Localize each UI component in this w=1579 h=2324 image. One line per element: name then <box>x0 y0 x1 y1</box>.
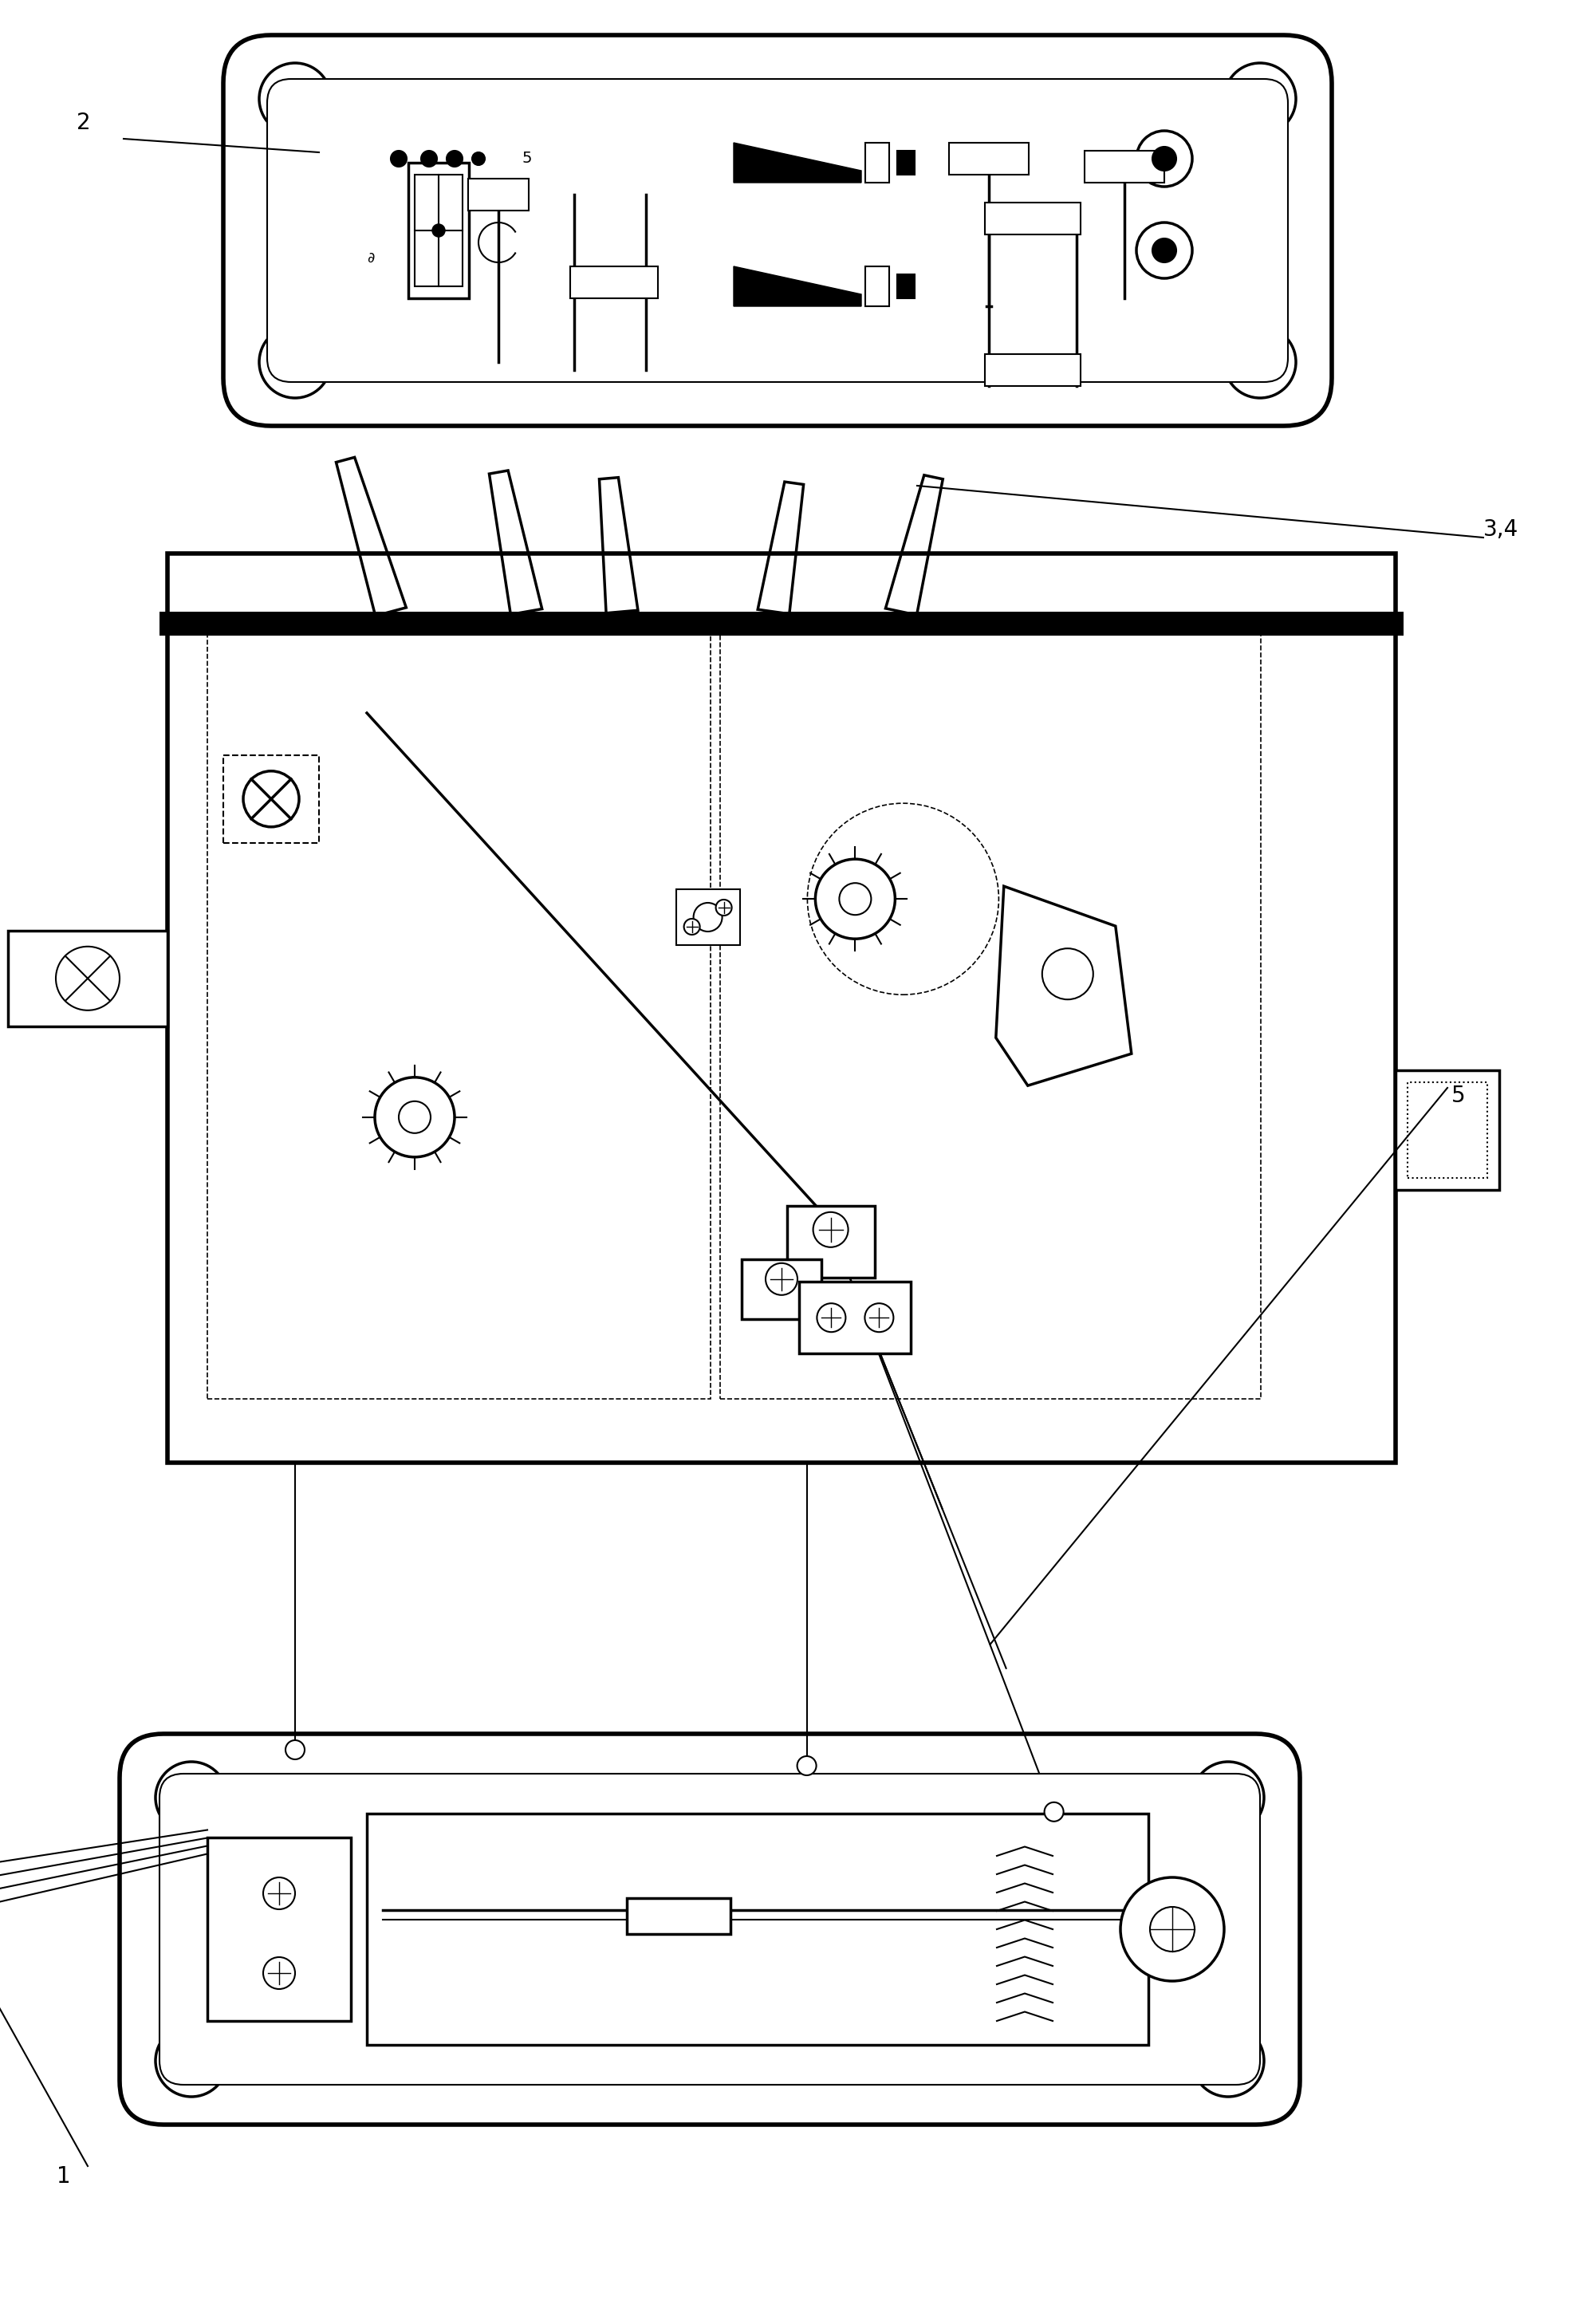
Circle shape <box>1224 325 1295 397</box>
Circle shape <box>1192 1762 1263 1834</box>
Bar <box>467 179 529 211</box>
Circle shape <box>398 1102 431 1134</box>
Circle shape <box>1135 130 1192 186</box>
Bar <box>207 1838 351 2022</box>
Circle shape <box>1042 948 1093 999</box>
Circle shape <box>374 1078 455 1157</box>
Circle shape <box>243 772 298 827</box>
Circle shape <box>715 899 731 916</box>
Circle shape <box>259 325 330 397</box>
Polygon shape <box>733 142 861 184</box>
Bar <box>741 1260 821 1320</box>
Circle shape <box>1120 1878 1224 1980</box>
Circle shape <box>797 1757 816 1776</box>
Bar <box>159 611 1402 630</box>
Polygon shape <box>733 267 861 307</box>
Bar <box>8 930 167 1027</box>
Circle shape <box>55 946 120 1011</box>
Circle shape <box>1151 146 1176 170</box>
Bar <box>720 618 1260 1399</box>
Circle shape <box>815 860 895 939</box>
Circle shape <box>693 902 722 932</box>
Bar <box>1407 1083 1486 1178</box>
Circle shape <box>766 1264 797 1294</box>
Bar <box>167 553 1394 1462</box>
FancyBboxPatch shape <box>120 1734 1300 2124</box>
Circle shape <box>684 918 699 934</box>
Text: 3,4: 3,4 <box>1483 518 1517 541</box>
Circle shape <box>813 1213 848 1248</box>
FancyBboxPatch shape <box>267 79 1287 381</box>
Bar <box>627 1899 729 1934</box>
Bar <box>1085 151 1164 184</box>
Bar <box>984 202 1080 235</box>
Bar <box>786 1206 875 1278</box>
Text: 2: 2 <box>77 112 90 135</box>
Circle shape <box>864 1304 894 1332</box>
Circle shape <box>264 1878 295 1910</box>
FancyBboxPatch shape <box>159 1773 1260 2085</box>
Circle shape <box>1224 63 1295 135</box>
Bar <box>159 630 1402 637</box>
Circle shape <box>1151 239 1176 263</box>
Circle shape <box>259 63 330 135</box>
Circle shape <box>390 151 406 167</box>
Circle shape <box>264 1957 295 1989</box>
Text: 5: 5 <box>1451 1085 1465 1106</box>
Circle shape <box>838 883 870 916</box>
FancyBboxPatch shape <box>223 35 1331 425</box>
Bar <box>366 1813 1148 2045</box>
Bar <box>865 267 889 307</box>
Circle shape <box>422 151 437 167</box>
Bar <box>1394 1071 1498 1190</box>
Circle shape <box>1150 1908 1194 1952</box>
Bar <box>407 163 469 297</box>
Bar <box>799 1283 911 1353</box>
Bar <box>414 174 463 286</box>
Bar <box>570 267 657 297</box>
Circle shape <box>472 153 485 165</box>
Bar <box>897 151 914 174</box>
Text: 1: 1 <box>57 2166 71 2187</box>
Circle shape <box>433 223 445 237</box>
Circle shape <box>1044 1801 1063 1822</box>
Bar <box>223 755 319 844</box>
Circle shape <box>286 1741 305 1759</box>
Bar <box>984 353 1080 386</box>
Bar <box>865 142 889 184</box>
Text: $\partial$: $\partial$ <box>366 251 374 265</box>
Bar <box>897 274 914 297</box>
Circle shape <box>816 1304 845 1332</box>
Circle shape <box>1192 2024 1263 2096</box>
Circle shape <box>155 2024 227 2096</box>
Bar <box>207 618 711 1399</box>
Text: $5$: $5$ <box>521 151 531 167</box>
Circle shape <box>155 1762 227 1834</box>
Bar <box>949 142 1028 174</box>
Circle shape <box>1135 223 1192 279</box>
Bar <box>676 890 739 946</box>
Circle shape <box>447 151 463 167</box>
